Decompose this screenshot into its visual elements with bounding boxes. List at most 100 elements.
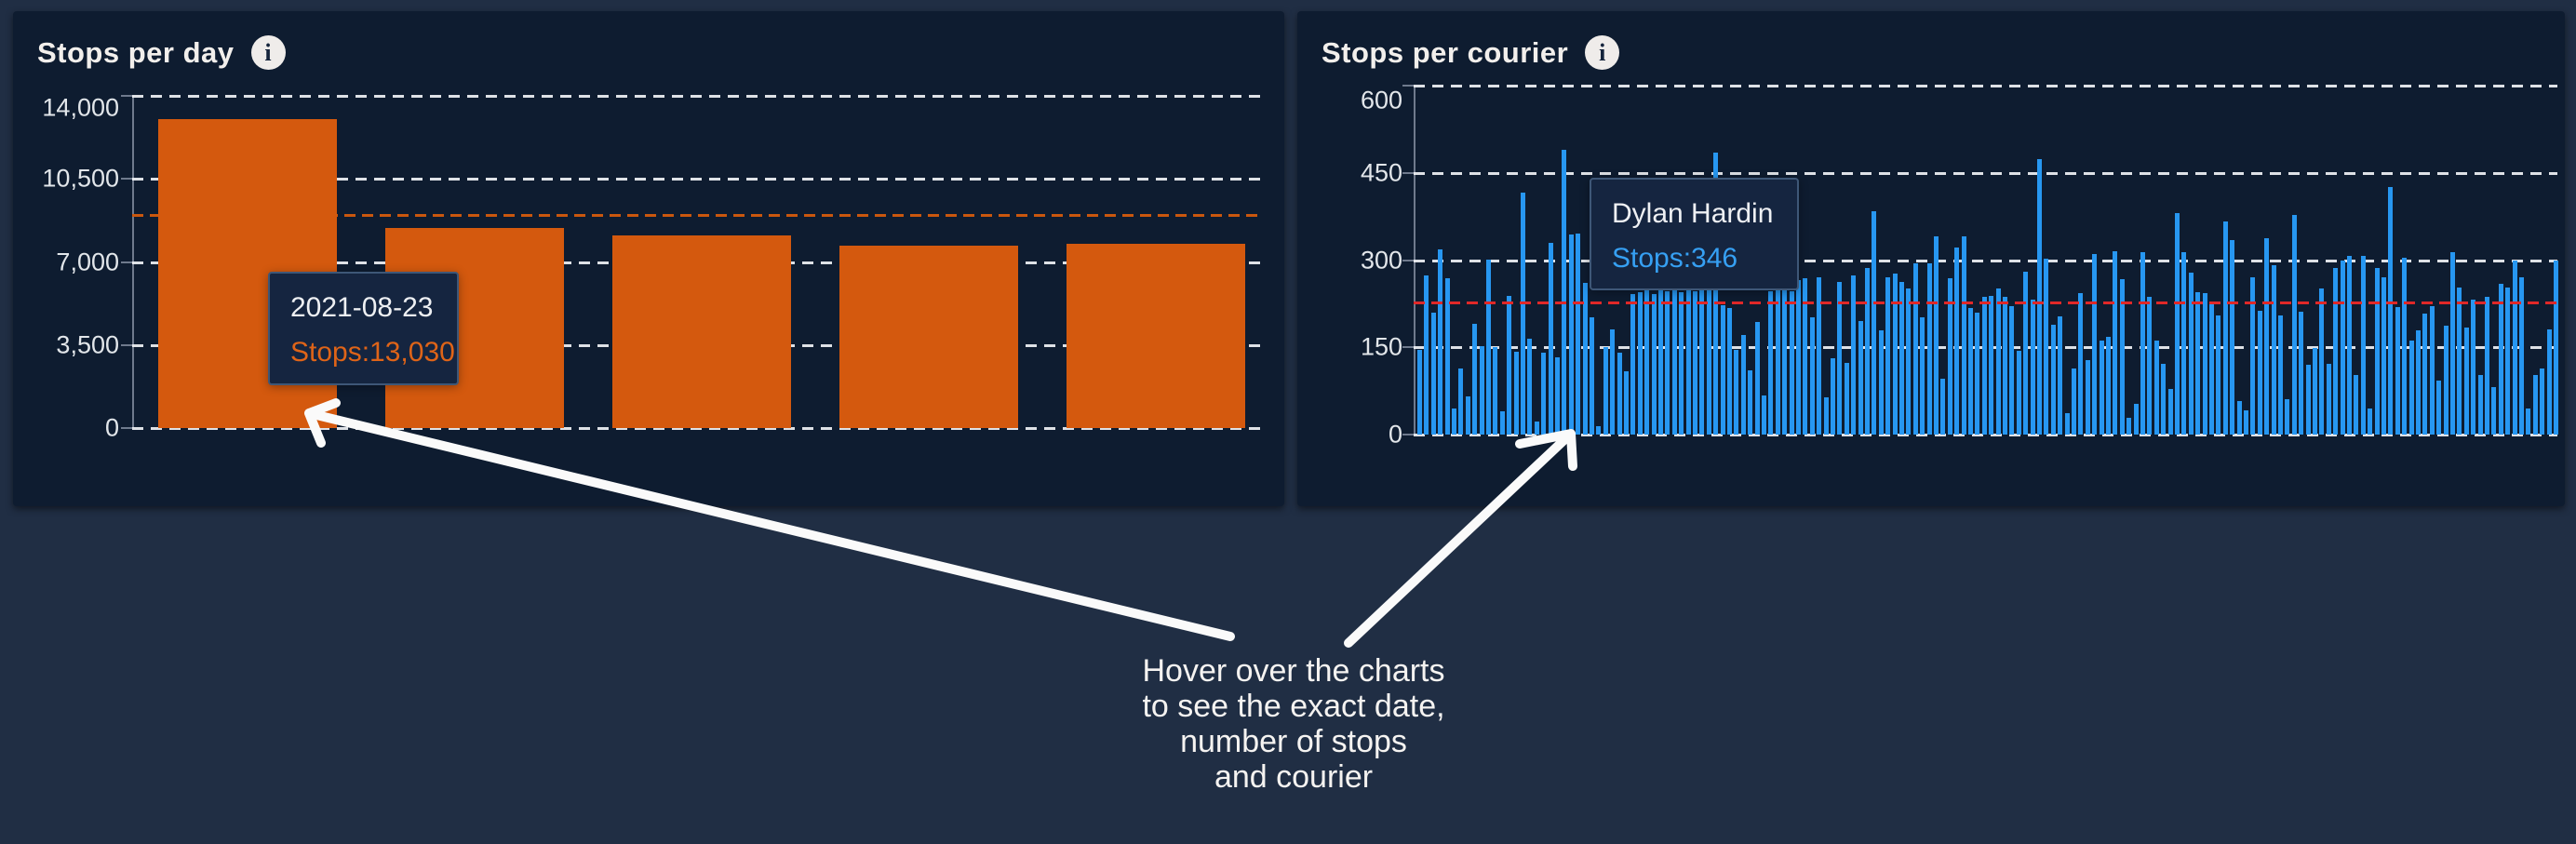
bar[interactable] bbox=[1699, 280, 1705, 435]
bar[interactable] bbox=[1837, 282, 1843, 435]
bar[interactable] bbox=[1906, 288, 1912, 435]
bar[interactable] bbox=[2078, 293, 2084, 435]
bar[interactable] bbox=[1562, 150, 1567, 435]
bar[interactable] bbox=[2340, 261, 2345, 435]
bar[interactable] bbox=[2485, 297, 2489, 435]
bar[interactable] bbox=[1534, 422, 1539, 435]
bar[interactable] bbox=[2491, 387, 2497, 435]
bar[interactable] bbox=[1486, 260, 1491, 435]
bar[interactable] bbox=[2381, 277, 2386, 435]
bar[interactable] bbox=[1603, 347, 1608, 435]
bar[interactable] bbox=[1844, 363, 1849, 435]
bar[interactable] bbox=[1713, 153, 1719, 435]
bar[interactable] bbox=[2119, 279, 2125, 435]
bar[interactable] bbox=[2106, 337, 2111, 435]
bar[interactable] bbox=[2044, 259, 2049, 435]
bar[interactable] bbox=[2313, 348, 2317, 435]
bar[interactable] bbox=[1582, 283, 1588, 435]
bar[interactable] bbox=[1995, 288, 2001, 435]
bar[interactable] bbox=[2072, 368, 2076, 435]
bar[interactable] bbox=[1596, 426, 1602, 435]
bar[interactable] bbox=[2540, 368, 2545, 435]
bar[interactable] bbox=[2222, 221, 2228, 435]
bar[interactable] bbox=[2395, 307, 2400, 435]
info-icon[interactable]: i bbox=[250, 35, 286, 70]
bar[interactable] bbox=[2463, 328, 2469, 435]
bar[interactable] bbox=[1934, 236, 1939, 435]
bar[interactable] bbox=[1885, 277, 1891, 435]
bar[interactable] bbox=[1067, 244, 1245, 428]
bar[interactable] bbox=[2333, 268, 2339, 435]
bar[interactable] bbox=[2526, 409, 2531, 435]
bar[interactable] bbox=[2326, 364, 2331, 435]
bar[interactable] bbox=[2085, 360, 2090, 435]
bar[interactable] bbox=[1878, 330, 1884, 435]
bar[interactable] bbox=[1803, 278, 1808, 435]
bar[interactable] bbox=[2244, 410, 2248, 435]
bar[interactable] bbox=[1555, 357, 1560, 435]
bar[interactable] bbox=[1975, 313, 1980, 435]
bar[interactable] bbox=[1940, 379, 1946, 435]
bar[interactable] bbox=[1417, 350, 1422, 435]
bar[interactable] bbox=[1768, 291, 1774, 435]
bar[interactable] bbox=[1748, 370, 1753, 435]
bar[interactable] bbox=[2127, 418, 2132, 435]
bar[interactable] bbox=[2429, 306, 2435, 435]
bar[interactable] bbox=[2175, 213, 2180, 435]
bar[interactable] bbox=[1513, 352, 1519, 435]
bar[interactable] bbox=[2161, 364, 2167, 435]
bar[interactable] bbox=[1665, 291, 1670, 435]
bar[interactable] bbox=[1809, 317, 1815, 435]
bar[interactable] bbox=[1685, 280, 1691, 435]
bar[interactable] bbox=[1637, 292, 1643, 435]
bar[interactable] bbox=[2230, 240, 2235, 435]
bar[interactable] bbox=[1920, 317, 1925, 435]
bar[interactable] bbox=[1548, 243, 1553, 435]
bar[interactable] bbox=[2271, 265, 2276, 435]
bar[interactable] bbox=[2299, 312, 2304, 435]
bar[interactable] bbox=[2278, 315, 2283, 435]
bar[interactable] bbox=[2546, 329, 2552, 435]
bar[interactable] bbox=[1981, 297, 1987, 435]
bar[interactable] bbox=[2450, 252, 2455, 435]
bar[interactable] bbox=[612, 235, 791, 428]
bar[interactable] bbox=[2408, 341, 2414, 435]
bar[interactable] bbox=[1858, 321, 1863, 435]
bar[interactable] bbox=[2153, 341, 2159, 435]
bar[interactable] bbox=[1968, 308, 1973, 435]
bar[interactable] bbox=[1762, 395, 1766, 435]
info-icon[interactable]: i bbox=[1585, 35, 1620, 70]
bar[interactable] bbox=[2512, 261, 2517, 435]
bar[interactable] bbox=[2285, 399, 2290, 435]
bar[interactable] bbox=[2236, 401, 2242, 435]
bar[interactable] bbox=[1576, 234, 1581, 435]
bar[interactable] bbox=[2402, 258, 2408, 435]
bar[interactable] bbox=[1610, 329, 1616, 435]
bar[interactable] bbox=[1617, 353, 1622, 435]
bar[interactable] bbox=[1831, 358, 1835, 435]
bar[interactable] bbox=[1644, 280, 1650, 435]
bar[interactable] bbox=[2360, 256, 2366, 435]
bar[interactable] bbox=[2519, 277, 2524, 435]
bar[interactable] bbox=[2202, 293, 2207, 435]
bar[interactable] bbox=[2133, 404, 2139, 435]
bar[interactable] bbox=[2505, 288, 2511, 435]
bar[interactable] bbox=[2498, 284, 2503, 435]
bar[interactable] bbox=[1796, 280, 1801, 435]
bar[interactable] bbox=[1590, 317, 1594, 435]
bar[interactable] bbox=[2181, 252, 2187, 435]
bar[interactable] bbox=[1961, 236, 1966, 435]
bar[interactable] bbox=[1458, 368, 1464, 435]
bar[interactable] bbox=[1624, 371, 1629, 435]
bar[interactable] bbox=[1727, 308, 1732, 435]
bar[interactable] bbox=[1658, 282, 1663, 435]
bar[interactable] bbox=[1789, 291, 1794, 435]
bar[interactable] bbox=[1430, 313, 1436, 435]
bar[interactable] bbox=[1872, 211, 1877, 435]
bar[interactable] bbox=[1521, 193, 1525, 435]
bar[interactable] bbox=[1693, 291, 1697, 435]
bar[interactable] bbox=[2388, 187, 2394, 435]
bar[interactable] bbox=[1817, 277, 1822, 435]
bar[interactable] bbox=[1438, 249, 1443, 435]
bar[interactable] bbox=[2443, 326, 2449, 435]
